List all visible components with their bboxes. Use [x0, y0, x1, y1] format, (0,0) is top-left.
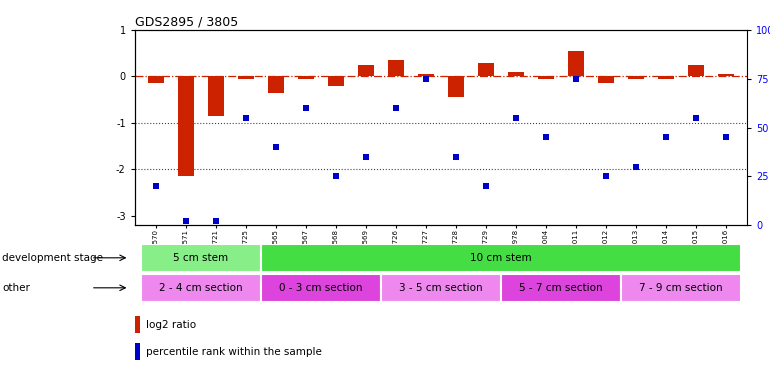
Text: 2 - 4 cm section: 2 - 4 cm section: [159, 283, 243, 293]
Bar: [148, 76, 164, 83]
Bar: [621, 274, 741, 302]
Bar: [537, 76, 554, 79]
Bar: [658, 76, 674, 79]
Bar: [208, 76, 224, 116]
Bar: [178, 76, 194, 176]
Text: percentile rank within the sample: percentile rank within the sample: [146, 347, 322, 357]
Bar: [477, 63, 494, 76]
Point: [179, 218, 192, 224]
Text: 5 - 7 cm section: 5 - 7 cm section: [519, 283, 603, 293]
Bar: [688, 65, 704, 76]
Point: [450, 154, 462, 160]
Point: [660, 134, 672, 140]
Bar: [267, 76, 284, 93]
Bar: [357, 65, 374, 76]
Point: [209, 218, 222, 224]
Bar: [261, 274, 381, 302]
Bar: [261, 244, 741, 272]
Text: GDS2895 / 3805: GDS2895 / 3805: [135, 16, 238, 29]
Point: [149, 183, 162, 189]
Text: log2 ratio: log2 ratio: [146, 320, 196, 330]
Point: [420, 76, 432, 82]
Bar: [387, 60, 404, 76]
Text: 0 - 3 cm section: 0 - 3 cm section: [279, 283, 363, 293]
Text: 10 cm stem: 10 cm stem: [470, 253, 531, 263]
Text: 3 - 5 cm section: 3 - 5 cm section: [399, 283, 483, 293]
Bar: [141, 274, 261, 302]
Point: [630, 164, 642, 170]
Bar: [135, 343, 139, 360]
Point: [300, 105, 312, 111]
Bar: [297, 76, 314, 79]
Bar: [447, 76, 464, 98]
Bar: [417, 74, 434, 76]
Point: [330, 173, 342, 179]
Text: 5 cm stem: 5 cm stem: [173, 253, 229, 263]
Bar: [567, 51, 584, 76]
Bar: [327, 76, 344, 86]
Point: [360, 154, 372, 160]
Bar: [598, 76, 614, 83]
Point: [720, 134, 732, 140]
Bar: [237, 76, 254, 79]
Bar: [381, 274, 500, 302]
Point: [270, 144, 282, 150]
Text: other: other: [2, 283, 30, 293]
Point: [570, 76, 582, 82]
Point: [690, 115, 702, 121]
Bar: [135, 316, 139, 333]
Point: [510, 115, 522, 121]
Bar: [718, 74, 734, 76]
Bar: [628, 76, 644, 79]
Point: [390, 105, 402, 111]
Bar: [507, 72, 524, 76]
Text: development stage: development stage: [2, 253, 103, 263]
Point: [600, 173, 612, 179]
Point: [239, 115, 252, 121]
Point: [540, 134, 552, 140]
Text: 7 - 9 cm section: 7 - 9 cm section: [639, 283, 723, 293]
Bar: [500, 274, 621, 302]
Bar: [141, 244, 261, 272]
Point: [480, 183, 492, 189]
